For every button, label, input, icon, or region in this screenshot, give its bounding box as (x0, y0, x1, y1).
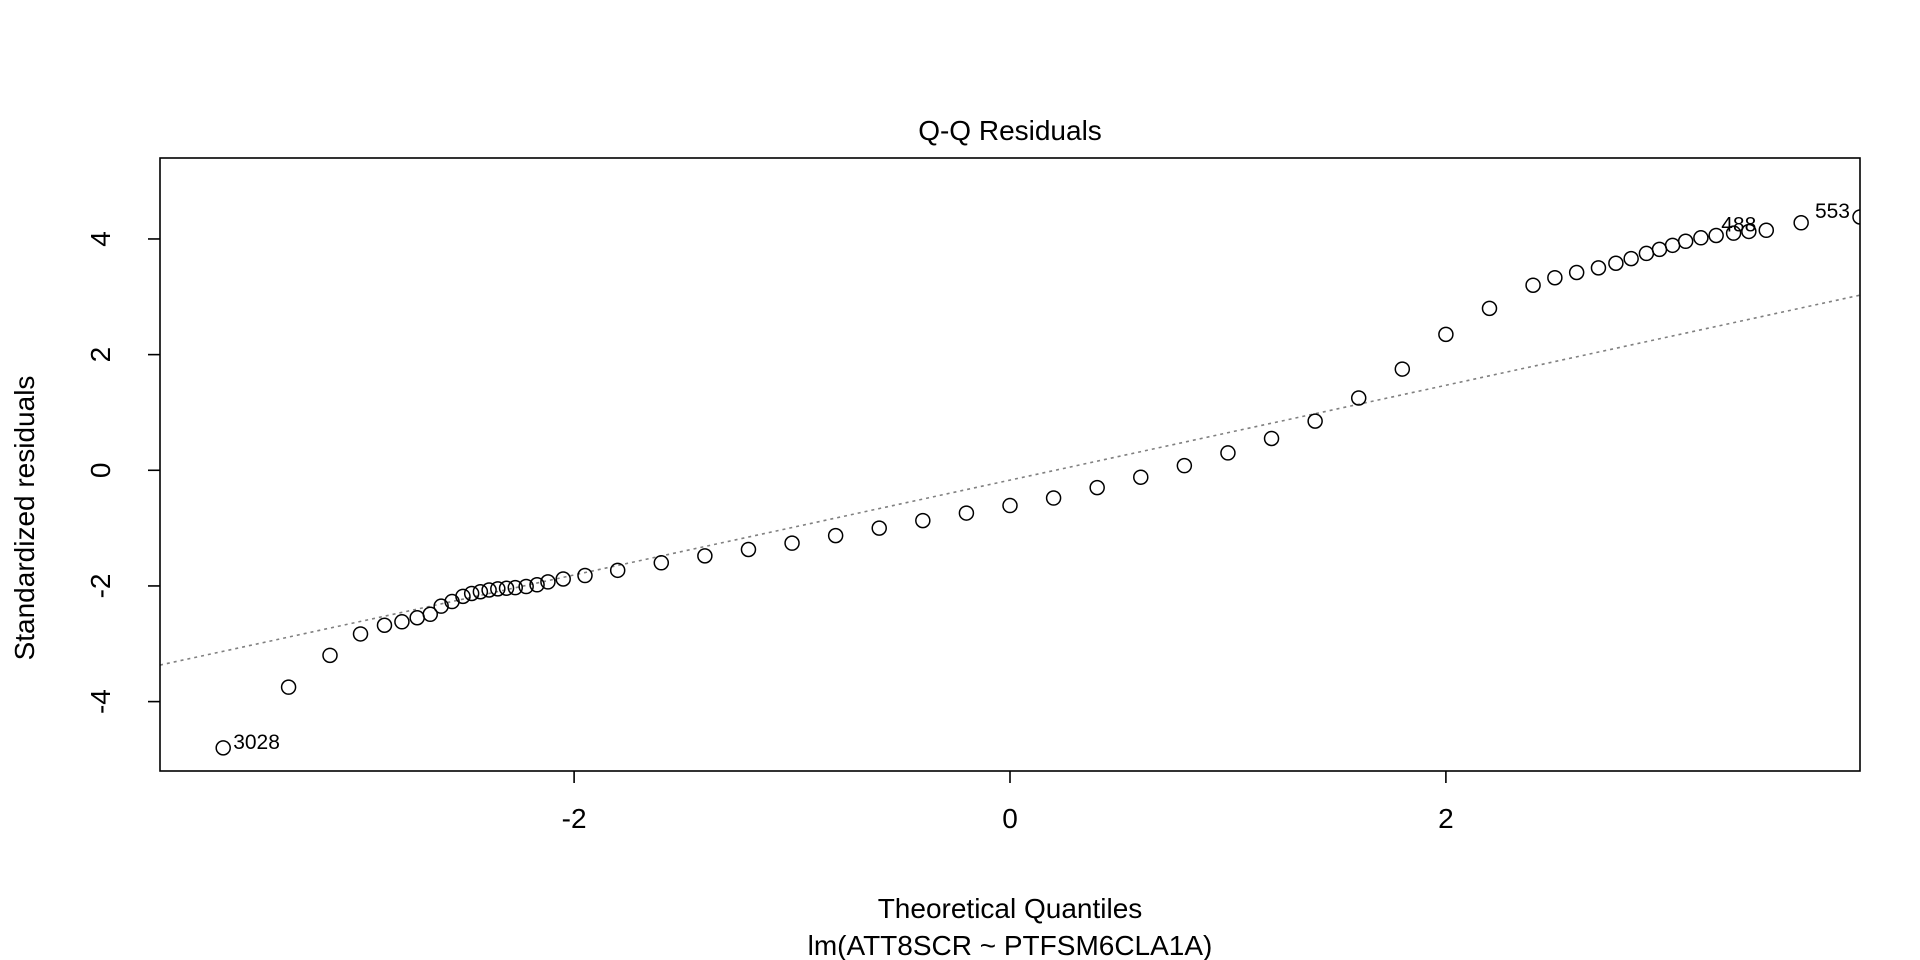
data-point (507, 579, 524, 596)
data-point (481, 582, 497, 598)
x-tick-label: -2 (562, 803, 587, 834)
data-point (697, 548, 713, 564)
data-point (1089, 479, 1105, 496)
data-point (1568, 264, 1585, 281)
data-point (472, 583, 489, 600)
data-point (455, 588, 471, 605)
y-tick-label: 0 (85, 462, 116, 478)
data-point (1608, 255, 1624, 272)
data-point (577, 567, 593, 584)
data-point (871, 520, 887, 536)
data-point (1638, 245, 1655, 262)
data-point (422, 606, 439, 623)
data-point (433, 598, 449, 614)
data-point (1852, 209, 1860, 225)
x-tick-label: 2 (1438, 803, 1454, 834)
reference-line (160, 294, 1860, 666)
data-point (280, 679, 297, 695)
data-point (1590, 260, 1607, 276)
data-point (1708, 227, 1724, 244)
data-point (1623, 250, 1639, 267)
data-point (1307, 413, 1323, 429)
data-point (1394, 361, 1411, 377)
data-point (1525, 277, 1541, 293)
data-point (394, 614, 410, 630)
data-point (352, 626, 369, 642)
data-point (1220, 445, 1236, 461)
x-axis-label: Theoretical Quantiles (878, 893, 1143, 924)
data-point (376, 617, 393, 634)
data-point (1677, 233, 1694, 250)
data-point (498, 580, 515, 597)
data-point (1481, 300, 1498, 317)
data-point (1045, 490, 1062, 506)
data-point (555, 571, 571, 587)
data-point (1793, 215, 1809, 231)
x-axis-subtitle: lm(ATT8SCR ~ PTFSM6CLA1A) (808, 930, 1213, 960)
data-point (915, 512, 931, 529)
data-point (409, 610, 425, 626)
data-point (609, 562, 626, 579)
data-point (1133, 469, 1149, 485)
data-point (529, 577, 545, 593)
data-point (784, 535, 800, 551)
data-point (518, 578, 534, 595)
data-point (1741, 223, 1757, 240)
data-point (1693, 230, 1709, 246)
data-point (1002, 497, 1018, 514)
plot-frame (159, 157, 1861, 772)
y-tick-label: -2 (85, 573, 116, 598)
data-point (540, 574, 556, 590)
data-point (1664, 237, 1681, 254)
data-point (1651, 241, 1668, 258)
data-point (827, 527, 844, 544)
y-tick-label: -4 (85, 689, 116, 714)
data-point (1263, 430, 1280, 447)
point-label: 488 (1721, 213, 1756, 236)
y-tick-label: 4 (85, 231, 116, 247)
data-point (1350, 390, 1367, 406)
y-axis-label: Standardized residuals (9, 376, 40, 661)
data-point (653, 555, 670, 571)
data-point (1725, 225, 1742, 241)
data-point (1176, 457, 1193, 474)
data-point (740, 541, 757, 558)
data-point (463, 585, 480, 602)
data-point (490, 581, 506, 597)
point-label: 553 (1815, 200, 1850, 223)
chart-title: Q-Q Residuals (918, 115, 1102, 146)
point-label: 3028 (233, 731, 280, 754)
data-point (1438, 326, 1454, 343)
y-tick-label: 2 (85, 347, 116, 363)
data-point (1758, 222, 1775, 239)
x-tick-label: 0 (1002, 803, 1018, 834)
data-point (1547, 269, 1563, 286)
data-point (958, 505, 975, 521)
data-point (215, 740, 231, 756)
data-point (322, 647, 338, 664)
